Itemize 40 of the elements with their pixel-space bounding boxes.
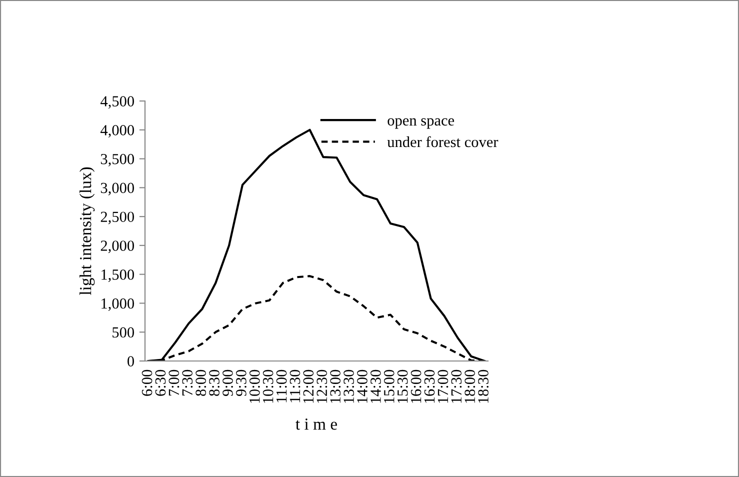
y-tick-label: 2,500 <box>100 212 134 224</box>
x-tick-label: 17:00 <box>438 370 448 403</box>
x-tick-label: 7:00 <box>168 370 180 396</box>
x-tick-label: 6:30 <box>155 370 166 396</box>
x-tick-label: 11:00 <box>276 370 287 402</box>
y-tick-label: 3,500 <box>100 154 134 166</box>
y-tick-label: 4,000 <box>100 125 134 138</box>
x-tick-label: 8:00 <box>196 370 206 396</box>
y-tick-label: 0 <box>128 356 134 366</box>
x-tick-label: 8:30 <box>209 370 220 396</box>
x-tick-label: 7:30 <box>182 370 193 396</box>
x-tick-label: 16:30 <box>424 370 435 403</box>
y-axis-title: light intensity (lux) <box>79 167 95 296</box>
legend-label: open space <box>388 118 454 129</box>
x-tick-label: 12:00 <box>303 370 314 403</box>
x-tick-label: 11:30 <box>290 370 300 402</box>
x-tick-label: 13:30 <box>344 370 354 403</box>
x-tick-label: 18:30 <box>478 370 489 403</box>
x-tick-label: 13:00 <box>330 370 341 403</box>
y-tick-label: 3,000 <box>100 182 134 196</box>
x-axis-title: t i m e <box>296 418 337 430</box>
y-tick-label: 500 <box>112 327 134 338</box>
x-tick-label: 9:00 <box>222 370 233 396</box>
y-tick-label: 1,000 <box>102 298 134 311</box>
x-tick-label: 18:00 <box>464 370 476 403</box>
y-tick-label: 4,500 <box>100 96 134 109</box>
x-tick-label: 15:00 <box>384 370 394 403</box>
x-tick-label: 10:30 <box>262 370 274 403</box>
x-tick-label: 14:30 <box>370 370 381 403</box>
x-tick-label: 6:00 <box>142 370 152 396</box>
x-tick-label: 12:30 <box>316 370 328 403</box>
y-tick-label: 2,000 <box>100 240 134 254</box>
y-tick-label: 1,500 <box>102 269 134 282</box>
x-tick-label: 10:00 <box>249 370 260 403</box>
legend-label: under forest cover <box>387 136 498 148</box>
x-tick-label: 9:30 <box>236 370 246 396</box>
x-tick-label: 16:00 <box>410 370 422 403</box>
x-tick-label: 17:30 <box>451 370 462 403</box>
x-tick-label: 15:30 <box>397 370 408 403</box>
x-tick-label: 14:00 <box>357 370 368 403</box>
